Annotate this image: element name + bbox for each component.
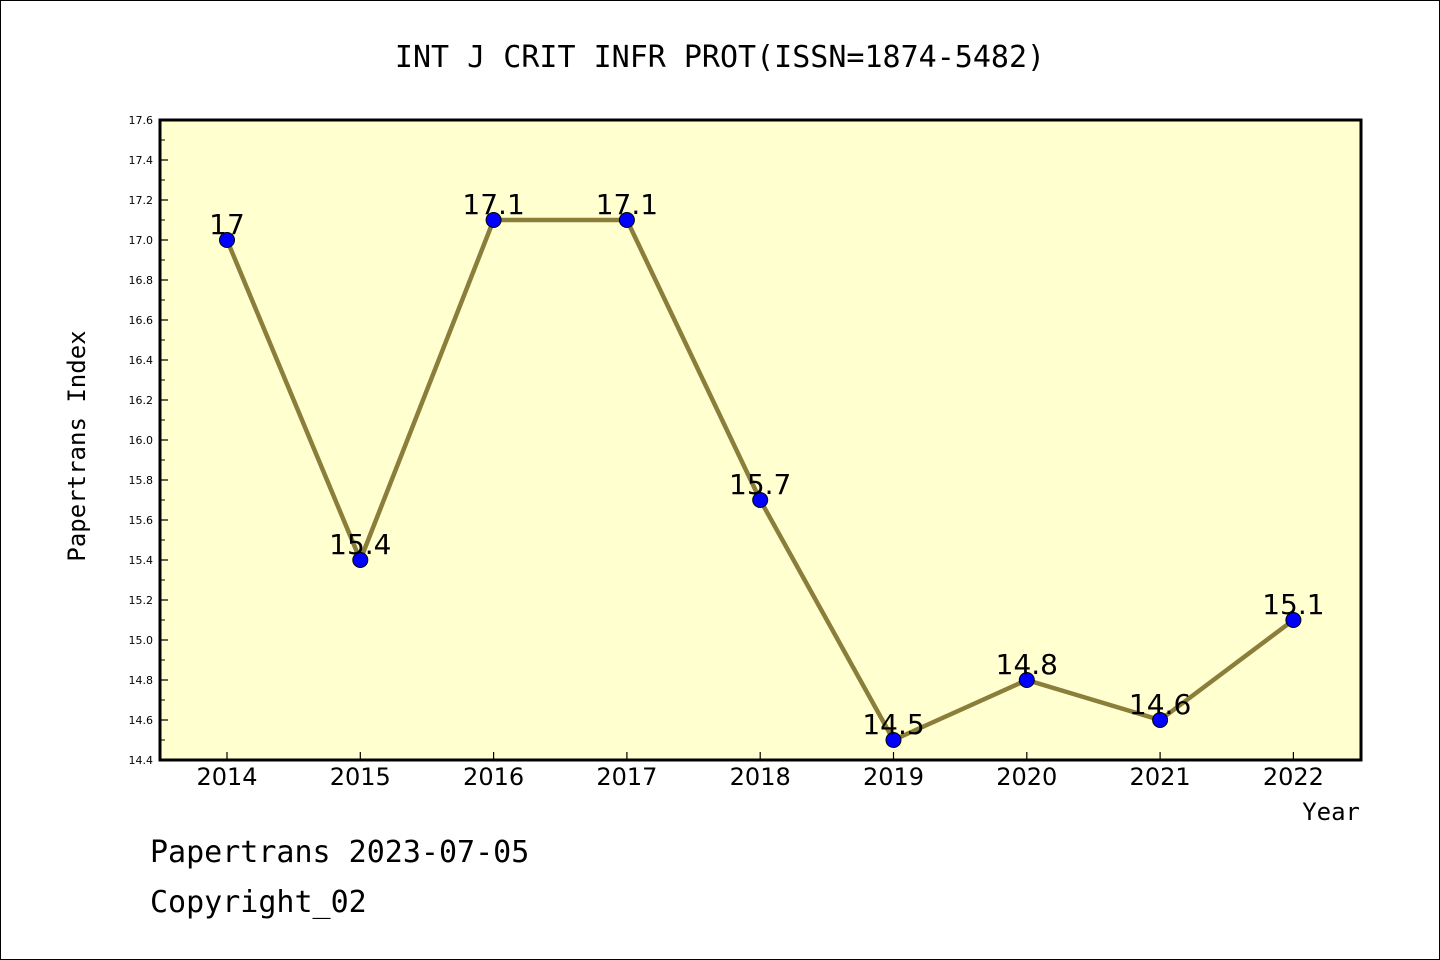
y-tick-label: 16.4 — [129, 354, 154, 367]
x-tick-label: 2022 — [1263, 763, 1324, 791]
x-axis: 2014 2015 2016 2017 2018 2019 2020 2021 2022 — [196, 752, 1324, 791]
x-tick-label: 2021 — [1130, 763, 1191, 791]
data-point-marker — [485, 212, 502, 228]
y-tick-label: 14.8 — [129, 674, 154, 687]
y-tick-label: 15.4 — [129, 554, 154, 567]
data-value-label: 15.1 — [1262, 588, 1324, 621]
data-point-marker — [219, 232, 235, 248]
x-tick-label: 2019 — [863, 763, 924, 791]
y-tick-label: 16.2 — [129, 394, 154, 407]
data-value-label: 15.4 — [329, 528, 391, 561]
x-tick-label: 2015 — [330, 763, 391, 791]
y-tick-label: 17.4 — [129, 154, 154, 167]
data-point-marker — [885, 732, 902, 748]
y-axis-label: Papertrans Index — [63, 330, 91, 561]
y-tick-label: 14.4 — [129, 754, 154, 767]
y-tick-label: 16.6 — [129, 314, 154, 327]
y-tick-label: 16.8 — [129, 274, 154, 287]
data-value-label: 14.8 — [996, 648, 1058, 681]
data-value-label: 17.1 — [462, 188, 524, 221]
y-tick-label: 14.6 — [129, 714, 154, 727]
data-markers — [219, 212, 1302, 748]
x-axis-label: Year — [1302, 798, 1360, 826]
data-point-marker — [1152, 712, 1169, 728]
y-tick-label: 15.0 — [129, 634, 154, 647]
data-value-label: 14.5 — [862, 708, 924, 741]
x-tick-label: 2017 — [596, 763, 657, 791]
y-tick-label: 17.6 — [129, 114, 154, 127]
data-point-marker — [1285, 612, 1302, 628]
plot-border — [158, 118, 1363, 762]
x-tick-label: 2018 — [730, 763, 791, 791]
y-tick-label: 15.6 — [129, 514, 154, 527]
data-value-label: 17.1 — [596, 188, 658, 221]
data-value-label: 17 — [209, 208, 245, 241]
x-tick-label: 2014 — [196, 763, 257, 791]
data-point-marker — [618, 212, 635, 228]
data-point-marker — [1018, 672, 1035, 688]
data-point-marker — [352, 552, 369, 568]
plot-area — [160, 120, 1361, 760]
y-tick-label: 17.2 — [129, 194, 154, 207]
chart-title: INT J CRIT INFR PROT(ISSN=1874-5482) — [395, 40, 1045, 75]
x-tick-label: 2020 — [996, 763, 1057, 791]
y-tick-label: 16.0 — [129, 434, 154, 447]
data-point-marker — [752, 492, 769, 508]
x-tick-label: 2016 — [463, 763, 524, 791]
data-value-label: 15.7 — [729, 468, 791, 501]
y-tick-label: 15.2 — [129, 594, 154, 607]
y-tick-label: 15.8 — [129, 474, 154, 487]
data-value-label: 14.6 — [1129, 688, 1191, 721]
y-tick-label: 17.0 — [129, 234, 154, 247]
footer-date: Papertrans 2023-07-05 — [150, 835, 530, 870]
data-labels: 17 15.4 17.1 17.1 15.7 14.5 14.8 14.6 15.1 — [209, 188, 1324, 741]
footer-copyright: Copyright_02 — [150, 885, 367, 920]
